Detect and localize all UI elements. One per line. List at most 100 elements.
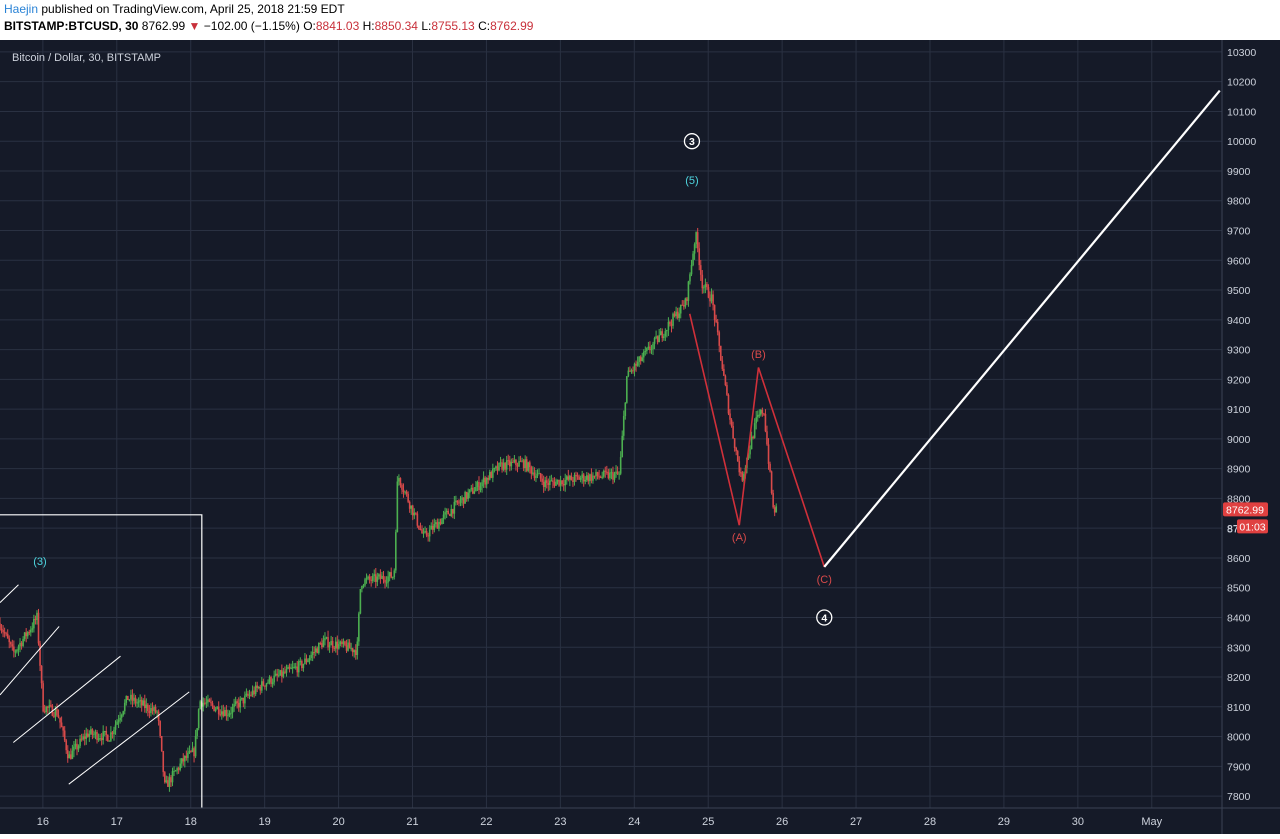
candle-body — [328, 645, 331, 648]
candle-body — [345, 645, 348, 651]
candle-body — [712, 294, 714, 306]
candle-body — [413, 512, 416, 516]
date-tick-label: 22 — [480, 816, 492, 828]
candle-body — [184, 755, 186, 762]
candle-body — [143, 700, 146, 709]
candle-body — [756, 414, 759, 418]
candle-body — [458, 502, 460, 504]
candle-body — [113, 729, 115, 735]
high-label: H: — [362, 19, 375, 33]
candle-body — [431, 525, 434, 530]
candle-body — [556, 479, 559, 482]
candle-body — [179, 763, 181, 770]
candle-body — [656, 336, 659, 343]
candle-body — [646, 348, 648, 351]
candle-body — [459, 500, 462, 503]
price-tick-label: 8300 — [1227, 642, 1251, 654]
candle-body — [267, 682, 269, 684]
candle-body — [37, 612, 40, 644]
last-price: 8762.99 — [141, 19, 186, 33]
candle-body — [453, 501, 456, 514]
candle-body — [331, 641, 334, 648]
candle-body — [219, 714, 222, 716]
candle-body — [22, 638, 24, 646]
candle-body — [624, 402, 627, 417]
candle-body — [297, 661, 300, 673]
candle-body — [581, 474, 583, 478]
price-tick-label: 7800 — [1227, 791, 1251, 803]
price-tick-label: 8000 — [1227, 732, 1251, 744]
candle-body — [775, 506, 778, 513]
candle-body — [3, 632, 6, 634]
candle-body — [647, 346, 650, 349]
candle-body — [302, 663, 305, 669]
candle-body — [208, 699, 211, 702]
candle-body — [462, 497, 465, 504]
candle-body — [287, 666, 289, 670]
candle-body — [593, 475, 596, 477]
candle-body — [341, 641, 343, 645]
candle-body — [63, 730, 66, 741]
candle-body — [532, 472, 534, 474]
candle-body — [134, 697, 137, 704]
candle-body — [117, 720, 120, 722]
candle-body — [695, 232, 697, 245]
candle-body — [405, 491, 408, 494]
candle-body — [151, 708, 154, 711]
candle-body — [362, 585, 365, 587]
down-arrow-icon: ▼ — [188, 19, 201, 33]
candle-body — [522, 460, 525, 469]
candle-body — [559, 480, 562, 486]
candle-body — [525, 459, 528, 471]
candle-body — [501, 462, 503, 470]
candle-body — [180, 758, 183, 764]
candle-body — [576, 475, 579, 477]
candle-body — [56, 709, 58, 716]
candle-body — [689, 274, 691, 282]
candle-body — [515, 459, 517, 466]
candle-body — [487, 477, 490, 480]
candle-body — [253, 690, 255, 695]
candle-body — [370, 579, 372, 581]
candle-body — [664, 331, 667, 337]
candle-body — [85, 733, 88, 739]
candle-body — [42, 683, 44, 712]
wave-label: 3 — [689, 136, 695, 148]
candle-body — [755, 417, 758, 424]
candle-body — [390, 572, 392, 578]
price-tick-label: 8200 — [1227, 672, 1251, 684]
candle-body — [99, 738, 101, 740]
candle-body — [630, 370, 633, 372]
candle-body — [233, 704, 235, 707]
candle-body — [36, 612, 38, 620]
time-axis[interactable]: 16 17 18 19 20 21 22 23 24 25 26 27 28 29 30 May — [0, 807, 1280, 828]
candle-body — [279, 670, 282, 676]
price-axis[interactable]: 7800790080008100820083008400850086008700… — [1221, 40, 1268, 834]
candle-body — [505, 460, 508, 470]
candle-body — [128, 699, 131, 701]
candle-body — [741, 472, 744, 481]
candle-body — [732, 425, 734, 439]
candle-body — [472, 487, 474, 494]
price-tick-label: 9500 — [1227, 285, 1251, 297]
candle-body — [119, 717, 121, 721]
candle-body — [652, 343, 654, 350]
date-tick-label: 28 — [924, 816, 936, 828]
candle-body — [173, 770, 175, 772]
candle-body — [241, 697, 243, 700]
candle-body — [296, 666, 299, 673]
candle-body — [590, 474, 593, 481]
candle-body — [293, 666, 295, 668]
candle-body — [0, 628, 3, 630]
wave-label-circle — [683, 133, 701, 150]
chart-area[interactable]: 3 (5) (3) (A) (B) (C) 4 7800 7900 8000 8100 8200 83… — [0, 40, 1280, 834]
candle-body — [596, 472, 599, 477]
candle-body — [324, 638, 326, 641]
author-link[interactable]: Haejin — [4, 2, 39, 16]
candle-body — [154, 707, 157, 713]
candle-body — [508, 460, 511, 467]
price-chart[interactable]: 3 (5) (3) (A) (B) (C) 4 7800 7900 8000 8100 8200 83… — [0, 40, 1280, 834]
candle-body — [193, 748, 195, 757]
candle-body — [448, 514, 451, 516]
candle-body — [225, 710, 228, 716]
